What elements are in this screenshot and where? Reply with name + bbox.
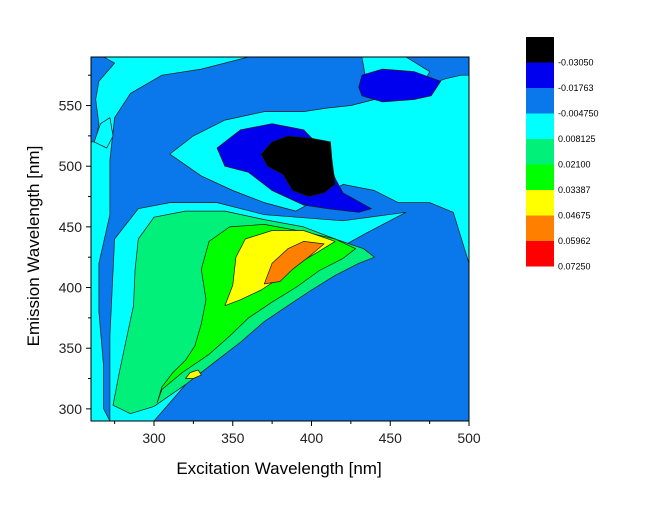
x-tick-label: 400	[300, 430, 324, 446]
legend-label: 0.07250	[558, 262, 591, 272]
y-tick-label: 400	[59, 280, 83, 296]
x-tick-label: 300	[142, 430, 166, 446]
x-tick-label: 450	[379, 430, 403, 446]
legend-label: 0.02100	[558, 160, 591, 170]
x-tick-label: 500	[457, 430, 481, 446]
y-axis-ticks: 300 350 400 450 500 550	[59, 74, 91, 417]
y-tick-label: 550	[59, 98, 83, 114]
legend-label: 0.008125	[558, 134, 596, 144]
y-tick-label: 300	[59, 401, 83, 417]
legend-label: 0.04675	[558, 211, 591, 221]
x-tick-label: 350	[221, 430, 245, 446]
contour-region-blue-dip-top-right	[358, 68, 442, 103]
legend-swatch	[526, 190, 554, 216]
y-axis-title: Emission Wavelength [nm]	[24, 146, 43, 347]
contour-region-green-bright	[156, 224, 356, 404]
contour-region-cyan-left-band	[91, 57, 249, 421]
x-axis-title: Excitation Wavelength [nm]	[176, 459, 381, 478]
y-tick-label: 450	[59, 219, 83, 235]
legend-label: 0.05962	[558, 236, 591, 246]
legend-label: -0.004750	[558, 109, 599, 119]
legend-swatch	[526, 164, 554, 190]
legend-swatch	[526, 62, 554, 88]
color-legend: -0.03050 -0.01763 -0.004750 0.008125 0.02100…	[526, 37, 599, 272]
legend-swatch	[526, 241, 554, 267]
contour-region-cyan-blob-left	[93, 117, 114, 149]
contour-regions	[91, 57, 469, 421]
legend-swatch	[526, 113, 554, 139]
contour-region-yellow-tail	[185, 369, 202, 379]
plot-frame	[90, 56, 470, 422]
contour-region-orange-core	[263, 241, 325, 285]
legend-swatch	[526, 88, 554, 114]
legend-label: 0.03387	[558, 185, 591, 195]
legend-label: -0.01763	[558, 83, 594, 93]
y-tick-label: 350	[59, 340, 83, 356]
legend-label: -0.03050	[558, 58, 594, 68]
x-axis-ticks: 300 350 400 450 500	[114, 421, 481, 446]
contour-region-black-dip-center	[260, 135, 336, 197]
legend-swatch	[526, 139, 554, 165]
y-tick-label: 500	[59, 158, 83, 174]
legend-swatch	[526, 215, 554, 241]
legend-swatch	[526, 37, 554, 63]
